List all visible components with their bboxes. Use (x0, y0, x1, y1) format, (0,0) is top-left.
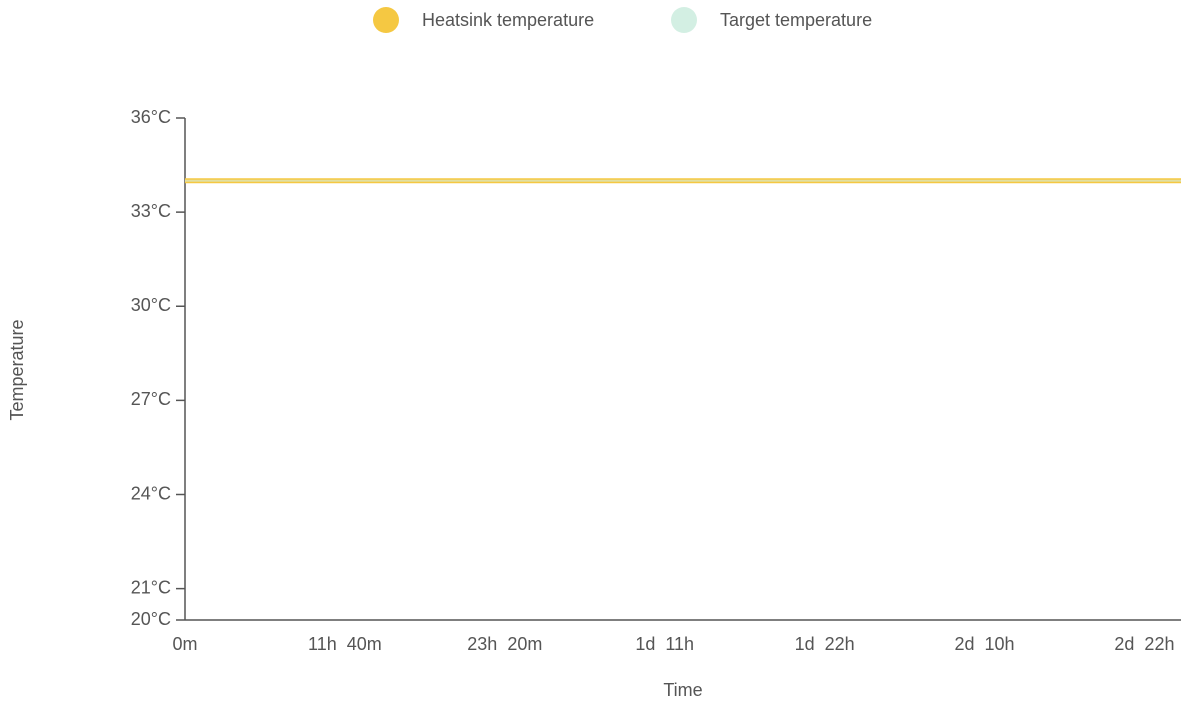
legend-label: Target temperature (720, 10, 872, 30)
legend-label: Heatsink temperature (422, 10, 594, 30)
y-tick-label: 21°C (131, 577, 171, 597)
x-tick-label: 1d 22h (795, 634, 855, 654)
x-tick-label: 11h 40m (308, 634, 382, 654)
legend-swatch (373, 7, 399, 33)
y-tick-label: 20°C (131, 609, 171, 629)
y-tick-label: 30°C (131, 295, 171, 315)
x-tick-label: 2d 10h (955, 634, 1015, 654)
x-tick-label: 2d 22h (1114, 634, 1174, 654)
y-tick-label: 27°C (131, 389, 171, 409)
y-tick-label: 33°C (131, 201, 171, 221)
legend-swatch (671, 7, 697, 33)
y-tick-label: 36°C (131, 107, 171, 127)
x-tick-label: 23h 20m (467, 634, 542, 654)
x-tick-label: 0m (172, 634, 197, 654)
y-axis-label: Temperature (7, 319, 27, 420)
y-tick-label: 24°C (131, 483, 171, 503)
x-axis-label: Time (663, 680, 702, 700)
x-tick-label: 1d 11h (635, 634, 694, 654)
